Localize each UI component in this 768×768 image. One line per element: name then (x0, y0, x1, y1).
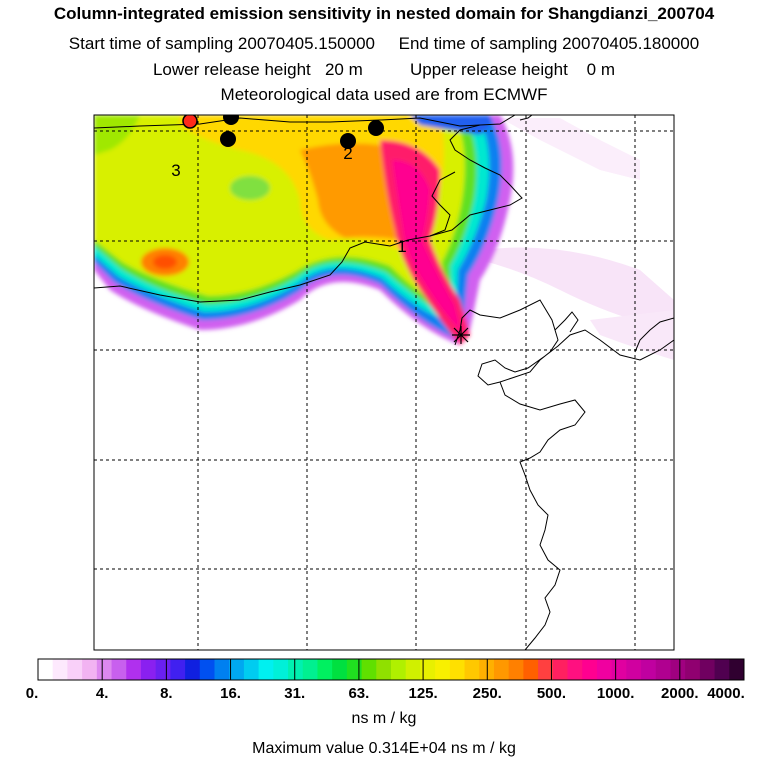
colorbar-swatch (582, 659, 598, 680)
map-frame (93, 114, 675, 651)
sampling-time: Start time of sampling 20070405.150000 E… (68, 34, 700, 53)
colorbar-tick-label: 250. (473, 685, 502, 702)
colorbar-tick-label: 8. (160, 685, 173, 702)
colorbar-swatch (567, 659, 583, 680)
east-plume (480, 247, 674, 330)
colorbar-tick-label: 31. (284, 685, 305, 702)
colorbar-swatch (332, 659, 348, 680)
colorbar-tick-label: 63. (348, 685, 369, 702)
colorbar-swatch (670, 659, 686, 680)
colorbar-swatch (685, 659, 701, 680)
colorbar-swatch (641, 659, 657, 680)
colorbar-swatch (67, 659, 83, 680)
colorbar-swatch (538, 659, 554, 680)
colorbar-swatch (38, 659, 54, 680)
colorbar-swatch (611, 659, 627, 680)
colorbar-swatch (258, 659, 274, 680)
colorbar-swatch (288, 659, 304, 680)
colorbar-tick-label: 500. (537, 685, 566, 702)
station-marker (220, 131, 236, 147)
sw-spot-core (153, 255, 177, 269)
red-station-marker (182, 115, 198, 129)
inner-green-spot (230, 176, 270, 200)
colorbar-swatch (346, 659, 363, 680)
colorbar-tick-label: 16. (220, 685, 241, 702)
colorbar-units: ns m / kg (351, 710, 417, 727)
colorbar (38, 659, 745, 680)
east-plume-2 (590, 310, 674, 360)
colorbar-swatch (243, 659, 260, 680)
plot-title: Column-integrated emission sensitivity i… (53, 4, 715, 23)
colorbar-swatch (82, 659, 98, 680)
colorbar-tick-label: 125. (408, 685, 437, 702)
colorbar-swatch (420, 659, 436, 680)
colorbar-swatch (435, 659, 451, 680)
station-marker (223, 115, 239, 125)
station-markers (182, 115, 384, 149)
colorbar-swatch (508, 659, 524, 680)
core-max (392, 160, 462, 333)
colorbar-swatch (96, 659, 113, 680)
cluster-label-2: 2 (343, 144, 352, 163)
colorbar-swatch (699, 659, 716, 680)
colorbar-swatch (214, 659, 230, 680)
colorbar-tick-label: 0. (26, 685, 39, 702)
colorbar-swatch (52, 659, 68, 680)
sensitivity-field: 1 2 3 (94, 115, 674, 650)
colorbar-swatch (449, 659, 466, 680)
station-marker (368, 120, 384, 136)
colorbar-swatch (523, 659, 539, 680)
colorbar-swatch (405, 659, 421, 680)
colorbar-swatch (391, 659, 407, 680)
colorbar-swatch (170, 659, 186, 680)
colorbar-tick-label: 4. (96, 685, 109, 702)
release-height: Lower release height 20 m Upper release … (152, 60, 616, 79)
cluster-label-3: 3 (171, 161, 180, 180)
colorbar-tick-label: 4000. (707, 685, 745, 702)
maximum-value: Maximum value 0.314E+04 ns m / kg (252, 740, 516, 757)
colorbar-swatch (317, 659, 333, 680)
colorbar-ticks: 0. 4. 8. 16. 31. 63. 125. 250. 500. 1000. 2000. 400… (26, 659, 745, 702)
release-site-marker (452, 326, 470, 344)
colorbar-swatch (126, 659, 142, 680)
colorbar-swatch (464, 659, 480, 680)
colorbar-swatch (199, 659, 215, 680)
colorbar-swatch (302, 659, 318, 680)
nw-edge (94, 115, 140, 155)
lat-lon-grid (94, 115, 674, 650)
colorbar-swatch (185, 659, 201, 680)
colorbar-swatch (140, 659, 157, 680)
coastlines (94, 115, 674, 650)
colorbar-swatch (493, 659, 510, 680)
colorbar-swatch (111, 659, 127, 680)
cluster-label-1: 1 (397, 237, 406, 256)
colorbar-tick-label: 1000. (597, 685, 635, 702)
station-marker (340, 133, 356, 149)
colorbar-swatch (376, 659, 392, 680)
ne-plume (500, 118, 640, 180)
colorbar-swatch (361, 659, 377, 680)
colorbar-swatch (155, 659, 171, 680)
colorbar-swatch (626, 659, 642, 680)
colorbar-swatch (596, 659, 613, 680)
colorbar-swatch (552, 659, 568, 680)
colorbar-swatch (229, 659, 245, 680)
colorbar-swatch (714, 659, 730, 680)
met-data-source: Meteorological data used are from ECMWF (220, 85, 548, 104)
colorbar-tick-label: 2000. (661, 685, 699, 702)
colorbar-swatch (273, 659, 289, 680)
colorbar-swatch (655, 659, 671, 680)
colorbar-swatch (729, 659, 745, 680)
